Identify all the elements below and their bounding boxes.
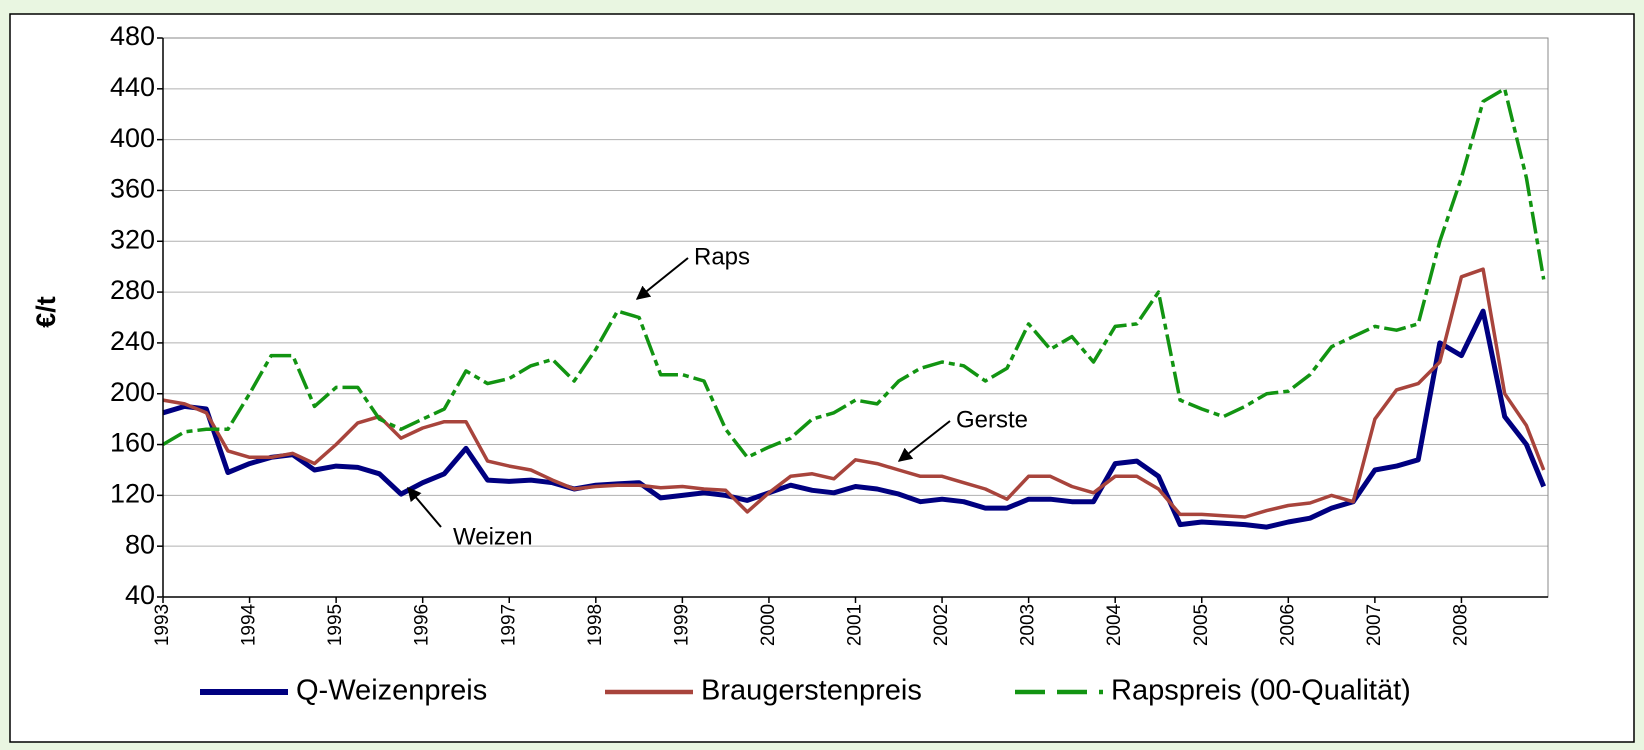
- y-tick-label: 200: [110, 377, 155, 407]
- y-axis-label: €/t: [31, 296, 61, 328]
- series-line: [162, 87, 1546, 460]
- x-tick-label: 2000: [758, 604, 779, 646]
- x-tick-label: 2002: [931, 604, 952, 646]
- x-tick-label: 2004: [1104, 603, 1125, 646]
- x-tick-label: 1997: [498, 604, 519, 646]
- x-tick-label: 2008: [1450, 604, 1471, 646]
- y-tick-label: 240: [110, 326, 155, 356]
- legend: Q-Weizenpreis Braugerstenpreis Rapspreis (…: [200, 675, 1411, 707]
- y-tick-label: 80: [125, 529, 155, 559]
- x-tick-label: 2006: [1277, 604, 1298, 646]
- y-tick-label: 360: [110, 174, 155, 204]
- series-line: [162, 267, 1546, 519]
- x-tick-label: 1998: [585, 604, 606, 646]
- y-tick-label: 440: [110, 72, 155, 102]
- x-tick-label: 1995: [325, 604, 346, 646]
- legend-label: Braugerstenpreis: [701, 675, 922, 707]
- annotation-arrow: [897, 420, 951, 462]
- x-tick-label: 1999: [671, 604, 692, 646]
- series-line: [162, 308, 1547, 530]
- x-tick-label: 2003: [1018, 604, 1039, 646]
- annotation-arrow: [635, 257, 689, 300]
- chart-frame: [9, 13, 1635, 743]
- y-tick-label: 320: [110, 224, 155, 254]
- x-tick-label: 2001: [845, 604, 866, 646]
- y-tick-label: 120: [110, 478, 155, 508]
- x-tick-label: 2007: [1364, 604, 1385, 646]
- x-tick-label: 2005: [1191, 604, 1212, 646]
- y-tick-label: 480: [110, 21, 155, 51]
- y-tick-label: 40: [125, 580, 155, 610]
- y-tick-label: 280: [110, 275, 155, 305]
- lines: [162, 87, 1547, 530]
- legend-label: Rapspreis (00-Qualität): [1111, 675, 1411, 707]
- x-tick-label: 1994: [239, 603, 260, 646]
- annotation: Gerste: [956, 406, 1028, 433]
- annotation: Weizen: [453, 523, 533, 550]
- y-tick-label: 400: [110, 123, 155, 153]
- annotation: Raps: [694, 243, 750, 270]
- y-tick-label: 160: [110, 428, 155, 458]
- annotation-arrow: [407, 486, 442, 528]
- legend-label: Q-Weizenpreis: [296, 675, 487, 707]
- x-tick-label: 1996: [412, 604, 433, 646]
- x-tick-label: 1993: [152, 604, 173, 646]
